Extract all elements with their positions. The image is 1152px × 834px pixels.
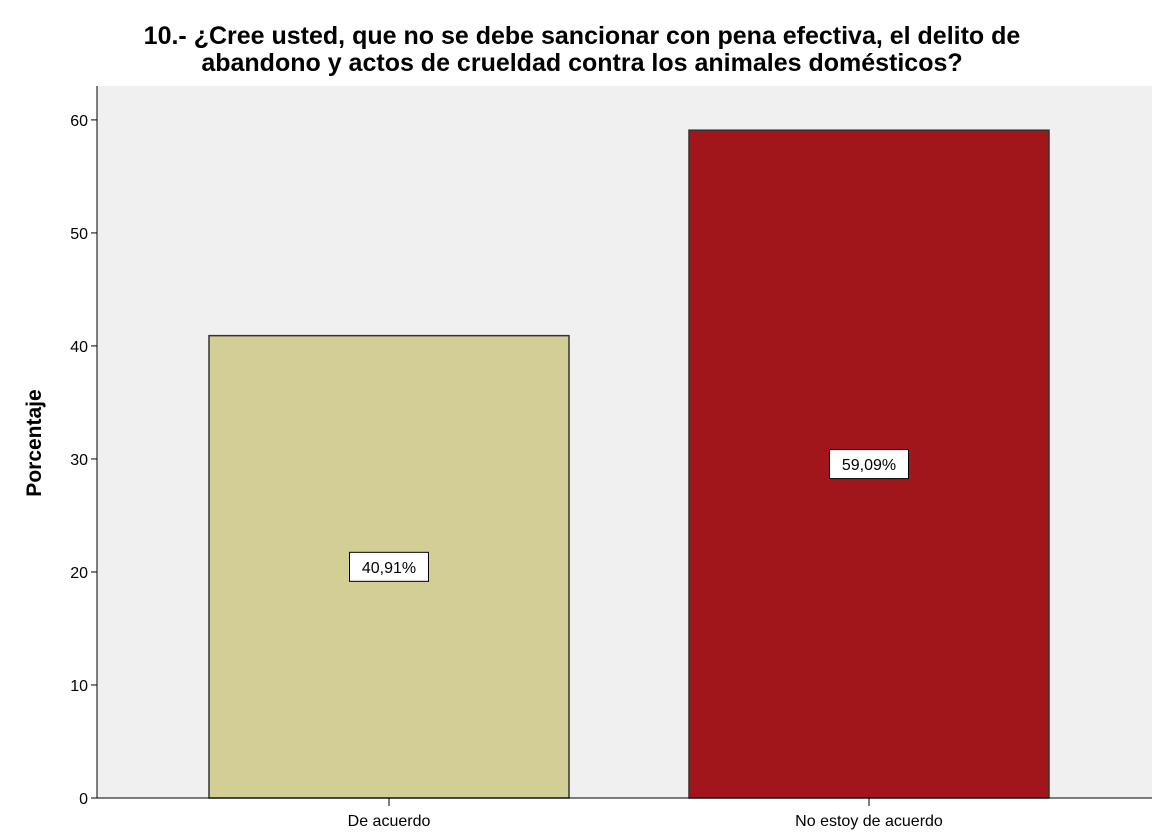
data-label: 40,91% [362, 560, 416, 577]
data-label-box [829, 449, 909, 480]
y-tick-label: 60 [70, 113, 88, 130]
category-label: De acuerdo [348, 813, 431, 830]
y-tick-label: 10 [70, 678, 88, 695]
chart-title-line-1: 10.- ¿Cree usted, que no se debe sancion… [144, 22, 1021, 50]
x-axis-ticks: De acuerdo No estoy de acuerdo [348, 798, 943, 830]
y-tick-label: 20 [70, 565, 88, 582]
data-label-box [349, 551, 429, 582]
y-axis-ticks: 0 10 20 30 40 50 60 [70, 113, 97, 808]
y-axis-label: Porcentaje [23, 389, 46, 496]
y-tick-label: 50 [70, 226, 88, 243]
data-labels-group: 40,91% 59,09% [349, 449, 909, 582]
chart-title-line-2: abandono y actos de crueldad contra los … [201, 49, 962, 77]
y-tick-label: 40 [70, 339, 88, 356]
chart-title: 10.- ¿Cree usted, que no se debe sancion… [144, 22, 1021, 77]
y-tick-label: 30 [70, 452, 88, 469]
category-label: No estoy de acuerdo [795, 813, 943, 830]
data-label: 59,09% [842, 457, 896, 474]
y-tick-label: 0 [79, 791, 88, 808]
